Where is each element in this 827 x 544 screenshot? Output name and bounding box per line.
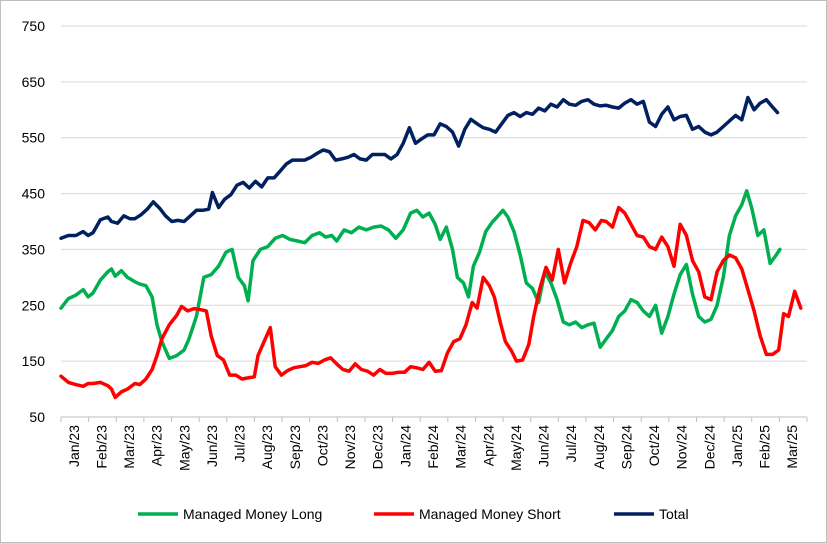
- x-tick-label: Aug/24: [591, 425, 607, 470]
- x-tick-label: Jul/23: [232, 425, 248, 463]
- x-tick-label: Jan/23: [66, 425, 82, 467]
- legend-label: Total: [659, 506, 689, 522]
- y-tick-label: 550: [22, 130, 46, 146]
- x-tick-label: Apr/23: [149, 425, 165, 466]
- y-tick-label: 450: [22, 186, 46, 202]
- y-tick-label: 350: [22, 241, 46, 257]
- x-tick-label: Jun/24: [536, 425, 552, 467]
- x-tick-label: Nov/23: [342, 425, 358, 470]
- x-tick-label: Mar/23: [121, 425, 137, 469]
- x-tick-label: Oct/24: [646, 425, 662, 466]
- legend-label: Managed Money Short: [419, 506, 561, 522]
- x-tick-label: Feb/23: [93, 425, 109, 469]
- x-tick-label: Feb/25: [757, 425, 773, 469]
- x-tick-label: Sep/24: [618, 425, 634, 470]
- legend-label: Managed Money Long: [183, 506, 322, 522]
- x-tick-label: Nov/24: [674, 425, 690, 470]
- x-tick-label: Mar/25: [784, 425, 800, 469]
- x-tick-label: Jun/23: [204, 425, 220, 467]
- series-line-total: [59, 95, 780, 241]
- x-tick-label: Sep/23: [287, 425, 303, 470]
- x-tick-label: Dec/24: [701, 425, 717, 470]
- y-tick-label: 50: [29, 409, 45, 425]
- x-tick-label: Mar/24: [453, 425, 469, 469]
- x-tick-label: May/23: [176, 425, 192, 471]
- x-tick-label: Aug/23: [259, 425, 275, 470]
- x-tick-label: Apr/24: [480, 425, 496, 466]
- x-tick-label: Jul/24: [563, 425, 579, 463]
- x-tick-label: Feb/24: [425, 425, 441, 469]
- y-tick-label: 150: [22, 353, 46, 369]
- x-tick-label: Jan/25: [729, 425, 745, 467]
- y-tick-label: 650: [22, 74, 46, 90]
- y-tick-label: 250: [22, 297, 46, 313]
- y-tick-label: 750: [22, 18, 46, 34]
- x-tick-label: Oct/23: [314, 425, 330, 466]
- x-tick-label: Dec/23: [370, 425, 386, 470]
- series-line-managed-money-short: [59, 205, 803, 400]
- series-line-managed-money-long: [59, 189, 782, 361]
- x-tick-label: Jan/24: [397, 425, 413, 467]
- x-tick-label: May/24: [508, 425, 524, 471]
